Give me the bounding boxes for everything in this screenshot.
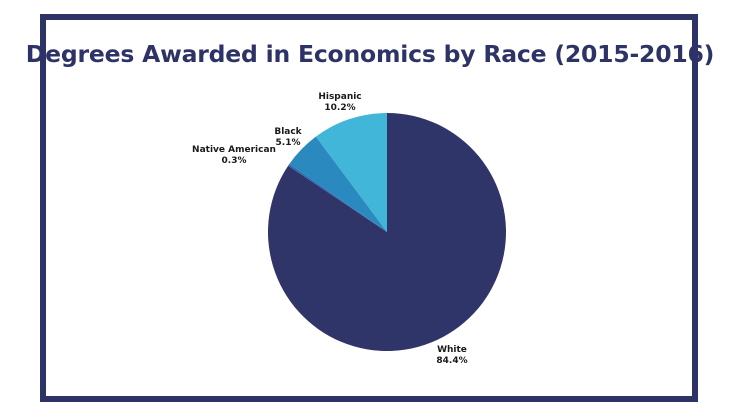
- slice-value-white: 84.4%: [436, 356, 467, 366]
- slice-value-black: 5.1%: [276, 138, 301, 148]
- pie-slice-black: [289, 136, 387, 232]
- slice-value-hispanic: 10.2%: [324, 103, 355, 113]
- slice-label-black: Black: [274, 127, 302, 137]
- pie-slice-white: [268, 113, 506, 352]
- pie-slices: [268, 113, 506, 352]
- slice-value-native-american: 0.3%: [222, 156, 247, 166]
- slice-label-native-american: Native American: [192, 145, 276, 155]
- pie-slice-native-american: [288, 163, 387, 232]
- slice-label-hispanic: Hispanic: [318, 92, 361, 102]
- chart-title: Degrees Awarded in Economics by Race (20…: [25, 40, 715, 68]
- slice-label-white: White: [437, 345, 467, 355]
- pie-slice-hispanic: [315, 113, 387, 232]
